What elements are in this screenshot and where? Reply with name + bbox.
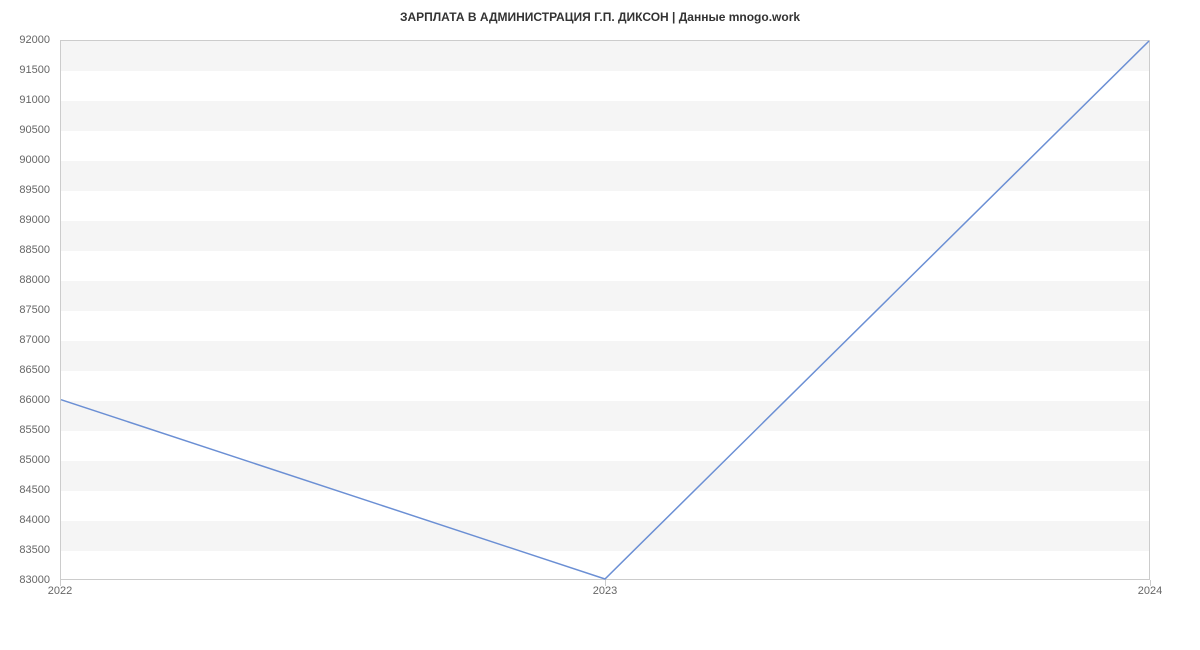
x-tick-label: 2022 (48, 585, 72, 597)
y-tick-label: 87500 (10, 304, 50, 316)
y-tick-label: 89000 (10, 214, 50, 226)
y-tick-label: 87000 (10, 334, 50, 346)
x-tick-label: 2024 (1138, 585, 1162, 597)
y-tick-label: 85500 (10, 424, 50, 436)
chart-container: 8300083500840008450085000855008600086500… (60, 40, 1150, 580)
chart-title: ЗАРПЛАТА В АДМИНИСТРАЦИЯ Г.П. ДИКСОН | Д… (0, 0, 1200, 24)
y-tick-label: 90000 (10, 154, 50, 166)
y-tick-label: 89500 (10, 184, 50, 196)
x-tick-label: 2023 (593, 585, 617, 597)
y-tick-label: 91000 (10, 94, 50, 106)
y-tick-label: 92000 (10, 34, 50, 46)
y-tick-label: 86000 (10, 394, 50, 406)
x-tick (605, 580, 606, 586)
y-tick-label: 84000 (10, 514, 50, 526)
plot-area (60, 40, 1150, 580)
y-tick-label: 83500 (10, 544, 50, 556)
y-tick-label: 88500 (10, 244, 50, 256)
x-tick (1150, 580, 1151, 586)
y-tick-label: 85000 (10, 454, 50, 466)
y-tick-label: 91500 (10, 64, 50, 76)
x-tick (60, 580, 61, 586)
y-tick-label: 90500 (10, 124, 50, 136)
data-line (61, 41, 1149, 579)
y-tick-label: 83000 (10, 574, 50, 586)
y-tick-label: 88000 (10, 274, 50, 286)
y-tick-label: 86500 (10, 364, 50, 376)
y-tick-label: 84500 (10, 484, 50, 496)
line-chart-svg (61, 41, 1149, 579)
